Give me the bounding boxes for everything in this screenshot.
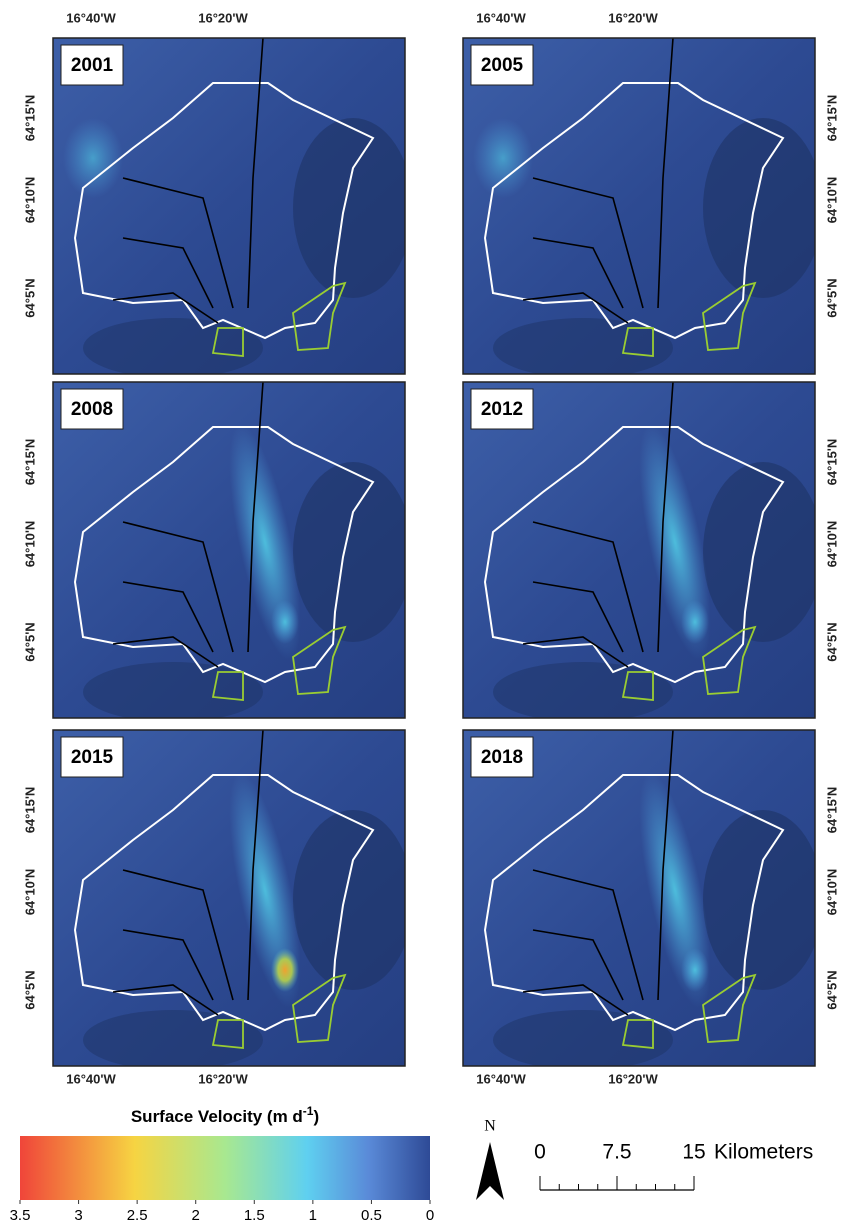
scale-unit: Kilometers — [714, 1141, 813, 1164]
terrain-shade — [293, 462, 413, 642]
lon-label: 16°40'W — [66, 10, 116, 25]
lat-label: 64°10'N — [22, 869, 37, 916]
lon-label: 16°40'W — [476, 10, 526, 25]
lat-label: 64°5'N — [22, 622, 37, 661]
terrain-shade — [493, 662, 673, 722]
lat-label: 64°15'N — [824, 95, 839, 142]
map-panel: 2008 64°15'N 64°10'N 64°5'N — [22, 382, 413, 722]
lat-label: 64°15'N — [824, 787, 839, 834]
terrain-shade — [293, 118, 413, 298]
lat-label: 64°10'N — [824, 177, 839, 224]
lat-label: 64°10'N — [22, 177, 37, 224]
terrain-shade — [703, 118, 823, 298]
map-panel: 2015 16°40'W 16°20'W 64°15'N 64°10'N 64°5'N — [22, 730, 413, 1086]
map-panel: 2012 64°15'N 64°10'N 64°5'N — [463, 382, 839, 722]
map-image — [53, 38, 413, 378]
colorbar-tick-label: 0 — [426, 1207, 434, 1224]
lon-label: 16°20'W — [608, 10, 658, 25]
scale-tick-label: 0 — [534, 1141, 546, 1164]
lon-label: 16°20'W — [198, 10, 248, 25]
map-image — [53, 382, 413, 722]
colorbar-title-part: -1 — [303, 1104, 314, 1118]
colorbar-tick-label: 3.5 — [10, 1207, 31, 1224]
terminus-flow — [271, 948, 299, 992]
scale-tick-label: 15 — [682, 1141, 705, 1164]
colorbar-tick-label: 3 — [74, 1207, 82, 1224]
terrain-shade — [83, 662, 263, 722]
lat-label: 64°5'N — [22, 278, 37, 317]
terminus-flow — [681, 948, 709, 992]
colorbar-tick-label: 1.5 — [244, 1207, 265, 1224]
colorbar-tick-label: 0.5 — [361, 1207, 382, 1224]
terrain-shade — [703, 462, 823, 642]
year-label: 2005 — [481, 55, 524, 76]
north-arrow — [476, 1142, 504, 1200]
lon-label: 16°40'W — [476, 1071, 526, 1086]
lat-label: 64°5'N — [22, 970, 37, 1009]
terminus-flow — [681, 600, 709, 644]
scale-tick-label: 7.5 — [602, 1141, 631, 1164]
terrain-shade — [703, 810, 823, 990]
lon-label: 16°40'W — [66, 1071, 116, 1086]
lat-label: 64°10'N — [824, 521, 839, 568]
year-label: 2001 — [71, 55, 114, 76]
terrain-shade — [83, 1010, 263, 1070]
terrain-shade — [83, 318, 263, 378]
colorbar-title: Surface Velocity (m d-1) — [131, 1104, 319, 1126]
terrain-shade — [493, 1010, 673, 1070]
year-label: 2015 — [71, 747, 114, 768]
figure: 200116°40'W16°20'W64°15'N64°10'N64°5'N20… — [0, 0, 843, 1226]
colorbar-tick-label: 2 — [192, 1207, 200, 1224]
lat-label: 64°5'N — [824, 622, 839, 661]
colorbar-title-part: ) — [313, 1107, 319, 1126]
lat-label: 64°10'N — [824, 869, 839, 916]
year-label: 2008 — [71, 399, 113, 420]
terrain-shade — [493, 318, 673, 378]
terminus-flow — [271, 600, 299, 644]
map-image — [463, 730, 823, 1070]
north-label: N — [484, 1118, 496, 1135]
lat-label: 64°5'N — [824, 278, 839, 317]
map-image — [463, 382, 823, 722]
terrain-shade — [293, 810, 413, 990]
year-label: 2018 — [481, 747, 523, 768]
colorbar-title-part: Surface Velocity (m d — [131, 1107, 303, 1126]
colorbar-tick-label: 2.5 — [127, 1207, 148, 1224]
lat-label: 64°10'N — [22, 521, 37, 568]
year-label: 2012 — [481, 399, 523, 420]
lon-label: 16°20'W — [608, 1071, 658, 1086]
map-image — [463, 38, 823, 378]
map-image — [53, 730, 413, 1070]
lon-label: 16°20'W — [198, 1071, 248, 1086]
legend: Surface Velocity (m d-1) 3.5 3 2.5 2 1.5 1 0.5 0… — [10, 1104, 814, 1224]
colorbar-tick-label: 1 — [309, 1207, 317, 1224]
map-panel: 2001 16°40'W 16°20'W 64°15'N 64°10'N 64°5'N — [22, 10, 413, 378]
lat-label: 64°15'N — [824, 439, 839, 486]
flow-patch — [473, 118, 533, 198]
map-panel: 2018 16°40'W 16°20'W 64°15'N 64°10'N 64°5'N — [463, 730, 839, 1086]
lat-label: 64°15'N — [22, 95, 37, 142]
lat-label: 64°15'N — [22, 439, 37, 486]
lat-label: 64°5'N — [824, 970, 839, 1009]
map-panel: 2005 16°40'W 16°20'W 64°15'N 64°10'N 64°5'N — [463, 10, 839, 378]
colorbar — [20, 1136, 430, 1200]
lat-label: 64°15'N — [22, 787, 37, 834]
flow-patch — [63, 118, 123, 198]
